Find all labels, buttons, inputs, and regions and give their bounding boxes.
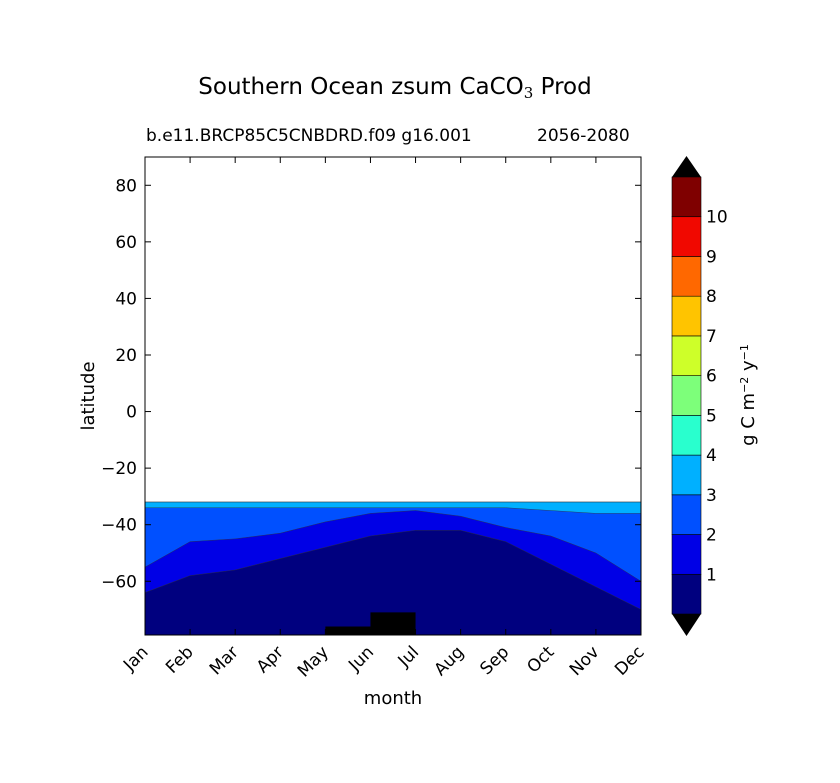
colorbar-swatch-2: [671, 494, 702, 535]
x-tick-label: Sep: [476, 642, 513, 679]
colorbar-extend-bottom: [672, 614, 701, 636]
colorbar-tick-label: 3: [706, 486, 717, 506]
colorbar-extend-top: [672, 156, 701, 177]
x-tick-label: Jan: [119, 642, 152, 675]
colorbar-tick-label: 6: [706, 367, 717, 387]
colorbar-swatch-6: [671, 335, 702, 376]
x-tick-label: Aug: [431, 642, 469, 680]
x-axis-label: month: [364, 688, 422, 709]
colorbar-tick-label: 7: [706, 327, 717, 347]
x-tick-label: Dec: [611, 642, 648, 679]
chart-title: Southern Ocean zsum CaCO3 Prod: [198, 74, 592, 102]
colorbar-swatch-7: [671, 295, 702, 337]
colorbar-swatch-5: [671, 375, 702, 416]
x-tick-label: Mar: [206, 642, 243, 679]
y-axis-label: latitude: [78, 361, 99, 430]
colorbar-swatch-8: [671, 256, 702, 297]
y-tick-label: −40: [101, 516, 137, 536]
y-tick-label: −60: [101, 572, 137, 592]
plot-frame: [144, 156, 642, 636]
x-tick-label: May: [294, 642, 333, 681]
colorbar-tick-label: 9: [706, 247, 717, 267]
y-tick-label: 80: [115, 176, 137, 196]
colorbar-tick-label: 8: [706, 287, 717, 307]
case-name: b.e11.BRCP85C5CNBDRD.f09 g16.001: [146, 126, 472, 146]
y-tick-label: 20: [115, 346, 137, 366]
land-mask-1: [370, 612, 416, 635]
x-tick-label: Apr: [253, 642, 288, 677]
y-tick-label: 0: [126, 403, 137, 423]
contour-band-2: [144, 501, 642, 582]
colorbar-tick-label: 5: [706, 406, 717, 426]
x-tick-label: Oct: [523, 642, 558, 677]
colorbar-swatch-0: [671, 573, 702, 615]
colorbar-tick-label: 2: [706, 526, 717, 546]
colorbar-swatch-4: [671, 415, 702, 456]
x-tick-label: Feb: [162, 642, 197, 677]
y-tick-label: −20: [101, 459, 137, 479]
x-tick-label: Jul: [394, 642, 423, 671]
colorbar-tick-label: 4: [706, 446, 717, 466]
year-range: 2056-2080: [537, 126, 630, 146]
colorbar-swatch-10: [671, 176, 702, 218]
x-tick-label: Nov: [566, 642, 604, 680]
colorbar-swatch-3: [671, 454, 702, 496]
y-tick-label: 60: [115, 233, 137, 253]
colorbar-tick-label: 1: [706, 565, 717, 585]
land-mask-0: [325, 626, 371, 635]
contour-band-3: [144, 501, 642, 514]
y-tick-label: 40: [115, 289, 137, 309]
colorbar-label: g C m−2 y−1: [738, 344, 760, 446]
colorbar-swatch-9: [671, 216, 702, 257]
colorbar-tick-label: 10: [706, 208, 728, 228]
colorbar-swatch-1: [671, 534, 702, 575]
x-tick-label: Jun: [344, 642, 378, 676]
